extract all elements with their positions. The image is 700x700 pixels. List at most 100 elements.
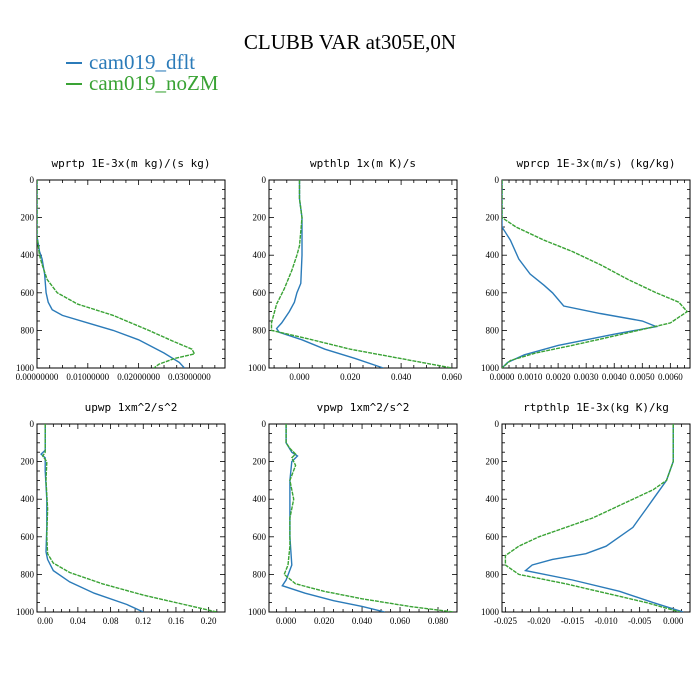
panel-svg-5: vpwp 1xm^2/s^2 0 200 400 600 800 1000 0.000 0.02…	[248, 401, 458, 626]
series-line-dflt	[40, 424, 144, 612]
y-tick-label: 400	[486, 250, 500, 260]
series-line-nozm	[504, 424, 681, 612]
y-tick-label: 0	[30, 419, 35, 429]
y-tick-label: 0	[262, 419, 267, 429]
panel-title: rtpthlp 1E-3x(kg K)/kg	[523, 401, 669, 414]
x-tick-label: 0.0030	[574, 372, 599, 382]
legend-label-dflt: cam019_dflt	[89, 50, 196, 74]
x-tick-label: 0.000	[276, 616, 297, 626]
panel-svg-4: upwp 1xm^2/s^2 0 200 400 600 800 10000.00 0.04 0…	[16, 401, 226, 626]
x-tick-label: -0.025	[494, 616, 518, 626]
y-tick-label: 1000	[248, 363, 267, 373]
panel-title: wpthlp 1x(m K)/s	[310, 157, 416, 170]
y-tick-label: 1000	[481, 363, 500, 373]
panel-1: wprtp 1E-3x(m kg)/(s kg) 0 200 400 600 800 100…	[0, 154, 265, 407]
y-tick-label: 200	[21, 457, 35, 467]
series-line-dflt	[275, 180, 384, 368]
panel-2: wpthlp 1x(m K)/s 0 200 400 600 800 1000 0.000 0.…	[229, 154, 497, 407]
x-tick-label: 0.0050	[630, 372, 655, 382]
legend-swatch-nozm	[66, 82, 82, 85]
x-tick-label: -0.010	[594, 616, 618, 626]
legend-item-nozm: cam019_noZM	[66, 73, 218, 94]
y-tick-label: 800	[21, 325, 35, 335]
panel-3: wprcp 1E-3x(m/s) (kg/kg) 0 200 400 600 800 100…	[462, 154, 700, 407]
x-tick-label: -0.015	[561, 616, 585, 626]
x-tick-label: 0.0040	[602, 372, 627, 382]
y-tick-label: 800	[253, 325, 267, 335]
x-tick-label: 0.0020	[546, 372, 571, 382]
y-tick-label: 0	[30, 175, 35, 185]
y-tick-label: 800	[21, 569, 35, 579]
x-tick-label: 0.0010	[518, 372, 543, 382]
x-tick-label: 0.16	[168, 616, 184, 626]
y-tick-label: 200	[486, 213, 500, 223]
x-tick-label: -0.005	[628, 616, 652, 626]
y-tick-label: 600	[486, 532, 500, 542]
x-tick-label: 0.08	[103, 616, 119, 626]
plot-frame	[501, 423, 691, 613]
y-tick-label: 200	[486, 457, 500, 467]
x-tick-label: 0.060	[390, 616, 411, 626]
y-tick-label: 400	[253, 494, 267, 504]
y-tick-label: 1000	[248, 607, 267, 617]
y-tick-label: 600	[253, 532, 267, 542]
panel-title: wprtp 1E-3x(m kg)/(s kg)	[52, 157, 211, 170]
y-tick-label: 400	[486, 494, 500, 504]
y-tick-label: 600	[486, 288, 500, 298]
panel-6: rtpthlp 1E-3x(kg K)/kg 0 200 400 600 800 1000-…	[462, 398, 700, 651]
y-tick-label: 600	[253, 288, 267, 298]
x-tick-label: 0.040	[352, 616, 373, 626]
x-tick-label: 0.00000000	[16, 372, 59, 382]
y-tick-label: 1000	[481, 607, 500, 617]
y-tick-label: 800	[486, 569, 500, 579]
series-line-dflt	[523, 424, 684, 612]
x-tick-label: 0.04	[70, 616, 86, 626]
y-tick-label: 0	[495, 175, 500, 185]
chart-title: CLUBB VAR at305E,0N	[243, 30, 457, 54]
series-line-nozm	[283, 424, 454, 612]
x-tick-label: 0.020	[314, 616, 335, 626]
panel-5: vpwp 1xm^2/s^2 0 200 400 600 800 1000 0.000 0.02…	[229, 398, 497, 651]
panel-title: vpwp 1xm^2/s^2	[317, 401, 410, 414]
panel-title: wprcp 1E-3x(m/s) (kg/kg)	[517, 157, 676, 170]
legend-label-nozm: cam019_noZM	[89, 71, 219, 95]
y-tick-label: 600	[21, 532, 35, 542]
panel-svg-1: wprtp 1E-3x(m kg)/(s kg) 0 200 400 600 800 100…	[16, 157, 226, 382]
x-tick-label: -0.020	[527, 616, 551, 626]
plot-frame	[36, 423, 226, 613]
plot-frame	[36, 179, 226, 369]
y-tick-label: 1000	[16, 363, 35, 373]
x-tick-label: 0.00	[37, 616, 53, 626]
panel-svg-2: wpthlp 1x(m K)/s 0 200 400 600 800 1000 0.000 0.…	[248, 157, 463, 382]
y-tick-label: 400	[21, 494, 35, 504]
panel-4: upwp 1xm^2/s^2 0 200 400 600 800 1000 0.00 0.04 0…	[0, 398, 265, 651]
y-tick-label: 200	[21, 213, 35, 223]
legend-item-dflt: cam019_dflt	[66, 52, 218, 73]
series-line-nozm	[502, 180, 689, 368]
x-tick-label: 0.20	[201, 616, 217, 626]
panel-svg-6: rtpthlp 1E-3x(kg K)/kg02004006008001000-…	[481, 401, 691, 626]
x-tick-label: 0.040	[391, 372, 412, 382]
x-tick-label: 0.000	[289, 372, 310, 382]
y-tick-label: 200	[253, 213, 267, 223]
y-tick-label: 400	[253, 250, 267, 260]
x-tick-label: 0.0060	[658, 372, 683, 382]
y-tick-label: 800	[486, 325, 500, 335]
series-line-nozm	[270, 180, 453, 368]
series-line-nozm	[37, 180, 196, 368]
y-tick-label: 0	[262, 175, 267, 185]
legend: cam019_dflt cam019_noZM	[66, 52, 218, 94]
x-tick-label: 0.01000000	[66, 372, 109, 382]
y-tick-label: 200	[253, 457, 267, 467]
panel-title: upwp 1xm^2/s^2	[85, 401, 178, 414]
y-tick-label: 400	[21, 250, 35, 260]
y-tick-label: 800	[253, 569, 267, 579]
y-tick-label: 1000	[16, 607, 35, 617]
series-line-dflt	[37, 180, 185, 368]
x-tick-label: 0.080	[428, 616, 449, 626]
plot-frame	[268, 179, 458, 369]
series-line-nozm	[41, 424, 217, 612]
legend-swatch-dflt	[66, 61, 82, 64]
x-tick-label: 0.02000000	[117, 372, 160, 382]
x-tick-label: 0.020	[340, 372, 361, 382]
